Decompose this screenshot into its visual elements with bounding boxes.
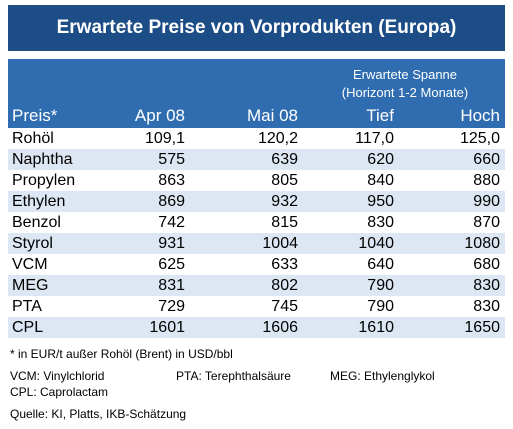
column-header: Tief: [366, 106, 394, 125]
column-header: Apr 08: [134, 106, 185, 125]
row-bg: [8, 191, 505, 212]
title-bar: [8, 5, 505, 51]
cell: 1650: [464, 319, 500, 336]
title: Erwartete Preise von Vorprodukten (Europ…: [56, 17, 457, 38]
cell: 990: [473, 193, 500, 210]
column-header: Mai 08: [246, 106, 298, 125]
row-label: VCM: [12, 256, 48, 273]
cell: 830: [367, 214, 394, 231]
cell: 575: [158, 151, 185, 168]
cell: 742: [158, 214, 185, 231]
cell: 125,0: [459, 130, 500, 147]
cell: 625: [158, 256, 185, 273]
cell: 790: [367, 277, 394, 294]
cell: 109,1: [144, 130, 185, 147]
row-bg: [8, 275, 505, 296]
cell: 633: [271, 256, 298, 273]
source: Quelle: KI, Platts, IKB-Schätzung: [10, 407, 187, 421]
column-header: Preis*: [12, 106, 58, 125]
cell: 815: [271, 214, 298, 231]
cell: 745: [271, 298, 298, 315]
row-label: MEG: [12, 277, 49, 294]
cell: 931: [158, 235, 185, 252]
row-label: PTA: [12, 298, 42, 315]
cell: 880: [473, 172, 500, 189]
cell: 660: [473, 151, 500, 168]
cell: 805: [271, 172, 298, 189]
row-label: Propylen: [12, 172, 76, 189]
cell: 117,0: [355, 130, 394, 147]
abbrev: VCM: Vinylchlorid: [10, 369, 105, 383]
cell: 790: [367, 298, 394, 315]
abbrev: PTA: Terephthalsäure: [176, 369, 291, 383]
row-label: CPL: [12, 319, 44, 336]
cell: 1601: [149, 319, 185, 336]
header-band: [8, 59, 505, 128]
cell: 831: [158, 277, 185, 294]
row-bg: [8, 128, 505, 149]
cell: 863: [158, 172, 185, 189]
footnote: * in EUR/t außer Rohöl (Brent) in USD/bb…: [10, 347, 233, 361]
row-label: Rohöl: [12, 130, 54, 147]
abbrev: MEG: Ethylenglykol: [330, 369, 435, 383]
cell: 802: [271, 277, 298, 294]
cell: 870: [473, 214, 500, 231]
cell: 729: [158, 298, 185, 315]
row-bg: [8, 212, 505, 233]
row-bg: [8, 170, 505, 191]
cell: 639: [271, 151, 298, 168]
row-bg: [8, 149, 505, 170]
row-bg: [8, 254, 505, 275]
row-label: Ethylen: [12, 193, 66, 210]
cell: 1080: [464, 235, 500, 252]
row-bg: [8, 317, 505, 338]
cell: 680: [473, 256, 500, 273]
range-label: Erwartete Spanne: [352, 67, 458, 82]
cell: 640: [367, 256, 394, 273]
column-header: Hoch: [460, 106, 500, 125]
cell: 1004: [262, 235, 298, 252]
row-label: Benzol: [12, 214, 61, 231]
cell: 1606: [262, 319, 298, 336]
cell: 830: [473, 298, 500, 315]
cell: 620: [367, 151, 394, 168]
cell: 830: [473, 277, 500, 294]
cell: 932: [271, 193, 298, 210]
cell: 1040: [358, 235, 394, 252]
row-bg: [8, 296, 505, 317]
abbrev: CPL: Caprolactam: [10, 385, 109, 399]
cell: 869: [158, 193, 185, 210]
row-label: Naphtha: [12, 151, 73, 168]
cell: 1610: [358, 319, 394, 336]
cell: 950: [367, 193, 394, 210]
cell: 840: [367, 172, 394, 189]
row-label: Styrol: [12, 235, 53, 252]
horizon-label: (Horizont 1-2 Monate): [341, 85, 469, 100]
row-bg: [8, 233, 505, 254]
cell: 120,2: [257, 130, 298, 147]
